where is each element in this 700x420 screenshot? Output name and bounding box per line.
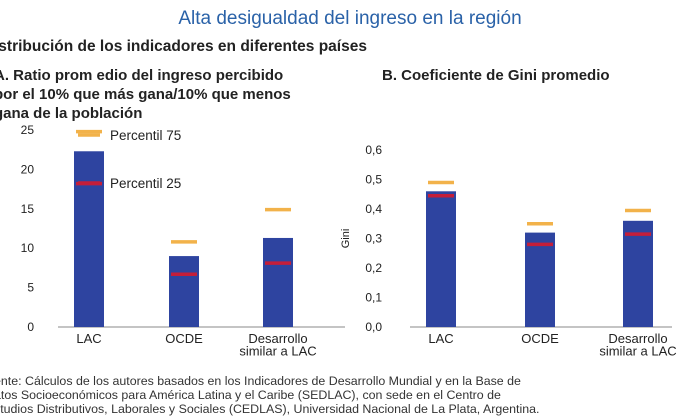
- y-axis-label: Gini: [340, 229, 352, 249]
- panel-a-title: A. Ratio prom edio del ingreso percibido…: [0, 66, 291, 123]
- y-tick-label: 15: [21, 202, 35, 216]
- panel-b-title-line: B. Coeficiente de Gini promedio: [382, 67, 610, 84]
- category-label: Desarrollo: [248, 331, 307, 346]
- category-label: LAC: [76, 331, 101, 346]
- category-label: OCDE: [165, 331, 203, 346]
- y-tick-label: 0,1: [365, 291, 382, 305]
- y-tick-label: 0,0: [365, 320, 382, 334]
- legend-percentile-75-label: Percentil 75: [110, 128, 181, 143]
- category-label: similar a LAC: [239, 344, 316, 359]
- y-tick-label: 25: [21, 123, 35, 137]
- y-tick-label: 0,5: [365, 173, 382, 187]
- category-label: OCDE: [521, 331, 559, 346]
- y-tick-label: 0,2: [365, 261, 382, 275]
- bar: [426, 191, 456, 327]
- panel-a-title-line: gana de la población: [0, 105, 143, 122]
- y-tick-label: 0,3: [365, 232, 382, 246]
- figure-subtitle: istribución de los indicadores en difere…: [0, 38, 367, 55]
- bar: [169, 256, 199, 327]
- bar: [525, 232, 555, 327]
- source-line: ente: Cálculos de los autores basados en…: [0, 374, 521, 388]
- bar: [74, 151, 104, 327]
- y-tick-label: 20: [21, 162, 35, 176]
- source-line: atos Socioeconómicos para América Latina…: [0, 388, 501, 402]
- y-tick-label: 0,6: [365, 143, 382, 157]
- y-tick-label: 5: [27, 281, 34, 295]
- category-label: LAC: [428, 331, 453, 346]
- source-line: studios Distributivos, Laborales y Socia…: [0, 402, 540, 416]
- y-tick-label: 10: [21, 241, 35, 255]
- bar: [623, 220, 653, 327]
- y-tick-label: 0: [27, 320, 34, 334]
- source-note: ente: Cálculos de los autores basados en…: [0, 374, 700, 416]
- y-tick-label: 0,4: [365, 202, 382, 216]
- bar: [263, 237, 293, 327]
- figure-title: Alta desigualdad del ingreso en la regió…: [178, 8, 522, 29]
- category-label: Desarrollo: [608, 331, 667, 346]
- legend-percentile-25-label: Percentil 25: [110, 176, 181, 191]
- panel-a-title-line: A. Ratio prom edio del ingreso percibido: [0, 67, 284, 84]
- panel-b-title: B. Coeficiente de Gini promedio: [382, 66, 610, 85]
- panel-a-title-line: por el 10% que más gana/10% que menos: [0, 86, 291, 103]
- category-label: similar a LAC: [599, 344, 676, 359]
